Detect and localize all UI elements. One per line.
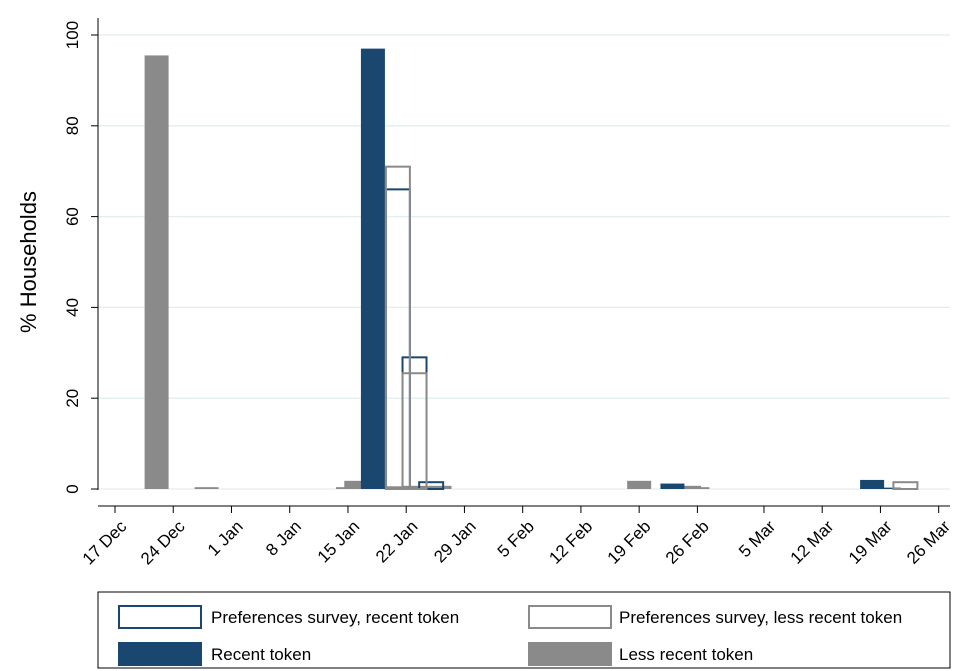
bars — [144, 48, 919, 491]
x-tick-label: 5 Mar — [735, 517, 779, 561]
bar-preferences-survey-less-recent-token — [892, 481, 919, 491]
axes — [97, 18, 950, 507]
x-tick-label: 29 Jan — [430, 517, 480, 567]
y-ticks: 0 20 40 60 80 100 — [63, 21, 98, 494]
bar-recent-token — [360, 48, 385, 490]
x-tick-label: 15 Jan — [314, 517, 364, 567]
bar-less-recent-token — [627, 480, 652, 489]
legend-swatch-less-recent — [528, 642, 612, 666]
bar-recent-token — [860, 479, 885, 489]
bar-preferences-survey-recent-token — [384, 188, 411, 491]
bar-less-recent-token — [685, 487, 710, 489]
bar-recent-token — [876, 487, 901, 489]
x-ticks: 17 Dec 24 Dec 1 Jan 8 Jan 15 Jan 22 Jan 29 Jan… — [79, 506, 954, 568]
x-tick-label: 5 Feb — [494, 517, 538, 561]
y-tick-label: 40 — [63, 298, 82, 317]
bar-recent-token — [660, 483, 685, 489]
bar-preferences-survey-recent-token — [418, 481, 445, 491]
y-tick-label: 80 — [63, 116, 82, 135]
legend-label-pref-recent: Preferences survey, recent token — [211, 608, 459, 627]
x-tick-label: 19 Feb — [604, 517, 655, 568]
gridlines — [98, 34, 950, 490]
bar-preferences-survey-less-recent-token — [384, 165, 411, 490]
bar-less-recent-token — [344, 480, 369, 489]
x-tick-label: 24 Dec — [137, 517, 189, 569]
bar-less-recent-token — [194, 487, 219, 489]
x-tick-label: 1 Jan — [204, 517, 247, 560]
legend-label-recent: Recent token — [211, 645, 311, 664]
x-tick-label: 12 Feb — [545, 517, 596, 568]
y-tick-label: 0 — [63, 484, 82, 493]
x-tick-label: 19 Mar — [845, 517, 896, 568]
legend: Preferences survey, recent token Prefere… — [97, 591, 951, 669]
bar-preferences-survey-recent-token — [401, 356, 428, 490]
x-tick-label: 12 Mar — [787, 517, 838, 568]
y-tick-label: 100 — [63, 21, 82, 49]
y-tick-label: 60 — [63, 207, 82, 226]
bar-preferences-survey-less-recent-token — [401, 372, 428, 491]
legend-label-pref-less-recent: Preferences survey, less recent token — [619, 608, 902, 627]
x-tick-label: 8 Jan — [262, 517, 305, 560]
x-tick-label: 22 Jan — [372, 517, 422, 567]
legend-box — [97, 591, 951, 669]
bar-less-recent-token — [377, 486, 402, 489]
legend-swatch-pref-less-recent — [528, 605, 612, 629]
x-tick-label: 26 Mar — [903, 517, 954, 568]
bar-less-recent-token — [402, 485, 427, 489]
y-tick-label: 20 — [63, 389, 82, 408]
legend-label-less-recent: Less recent token — [619, 645, 753, 664]
bar-less-recent-token — [144, 55, 169, 490]
y-axis-title: % Households — [16, 191, 41, 333]
legend-swatch-recent — [118, 642, 202, 666]
bar-less-recent-token — [427, 485, 452, 489]
x-tick-label: 17 Dec — [79, 517, 131, 569]
x-tick-label: 26 Feb — [662, 517, 713, 568]
legend-swatch-pref-recent — [118, 605, 202, 629]
